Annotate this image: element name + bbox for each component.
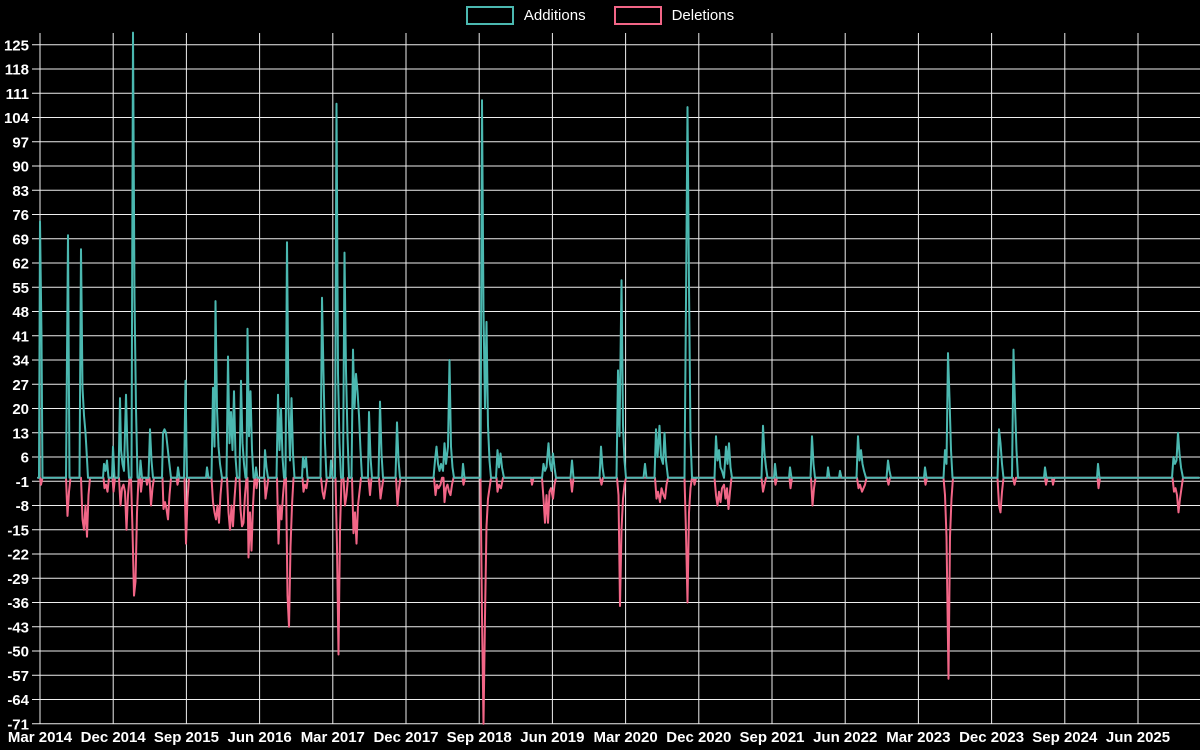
y-tick-label: -43: [7, 619, 29, 636]
legend-item-deletions[interactable]: Deletions: [613, 6, 735, 25]
y-tick-label: -57: [7, 668, 29, 685]
y-tick-labels: 125 118 111 104 97 90 83 76 69 62 55 48 41 34 27 20 13 6 -…: [4, 37, 30, 733]
y-tick-label: -50: [7, 644, 29, 661]
x-tick-label: Mar 2020: [593, 729, 657, 746]
x-tick-labels: Mar 2014 Dec 2014 Sep 2015 Jun 2016 Mar 2017…: [8, 729, 1170, 746]
y-tick-label: 48: [12, 304, 29, 321]
x-tick-label: Sep 2021: [739, 729, 804, 746]
x-tick-label: Mar 2023: [886, 729, 950, 746]
y-tick-label: -36: [7, 595, 29, 612]
y-tick-label: 69: [12, 231, 29, 248]
y-tick-label: 90: [12, 159, 29, 176]
x-tick-label: Jun 2025: [1106, 729, 1170, 746]
x-tick-label: Sep 2015: [154, 729, 219, 746]
x-tick-label: Dec 2020: [666, 729, 731, 746]
y-tick-label: 118: [5, 62, 29, 79]
y-tick-label: -22: [7, 547, 29, 564]
y-tick-label: -71: [7, 716, 29, 733]
x-tick-label: Jun 2022: [813, 729, 877, 746]
y-tick-label: 83: [12, 183, 29, 200]
legend-deletions-label: Deletions: [671, 7, 735, 24]
y-tick-label: 62: [12, 256, 29, 273]
y-tick-label: 27: [12, 377, 29, 394]
y-tick-label: 6: [21, 450, 29, 467]
x-tick-label: Dec 2023: [959, 729, 1024, 746]
y-tick-label: 13: [12, 425, 29, 442]
x-tick-label: Sep 2024: [1032, 729, 1098, 746]
x-tick-label: Dec 2014: [81, 729, 147, 746]
y-tick-label: 125: [4, 37, 29, 54]
y-tick-label: 97: [12, 134, 29, 151]
y-gridlines: [32, 44, 1200, 725]
y-tick-label: -29: [7, 571, 29, 588]
legend-item-additions[interactable]: Additions: [465, 6, 586, 25]
y-tick-label: 55: [12, 280, 29, 297]
y-tick-label: -64: [7, 692, 29, 709]
y-tick-label: 111: [6, 86, 29, 103]
y-tick-label: 41: [12, 328, 29, 345]
x-tick-label: Jun 2016: [227, 729, 291, 746]
y-tick-label: 20: [12, 401, 29, 418]
x-tick-label: Mar 2014: [8, 729, 73, 746]
series-deletions-line: [37, 476, 1200, 725]
y-tick-label: -8: [16, 498, 29, 515]
y-tick-label: 76: [12, 207, 29, 224]
y-tick-label: 34: [12, 353, 29, 370]
x-gridlines: [39, 33, 1139, 724]
y-tick-label: 104: [4, 110, 30, 127]
additions-swatch-icon: [465, 6, 514, 25]
series-additions-line: [37, 31, 1200, 479]
y-tick-label: -1: [16, 474, 29, 491]
legend: Additions Deletions: [0, 6, 1200, 25]
y-tick-label: -15: [7, 522, 29, 539]
x-tick-label: Jun 2019: [520, 729, 584, 746]
x-tick-label: Sep 2018: [447, 729, 512, 746]
legend-additions-label: Additions: [523, 7, 586, 24]
x-tick-label: Mar 2017: [301, 729, 365, 746]
deletions-swatch-icon: [613, 6, 662, 25]
x-tick-label: Dec 2017: [373, 729, 438, 746]
